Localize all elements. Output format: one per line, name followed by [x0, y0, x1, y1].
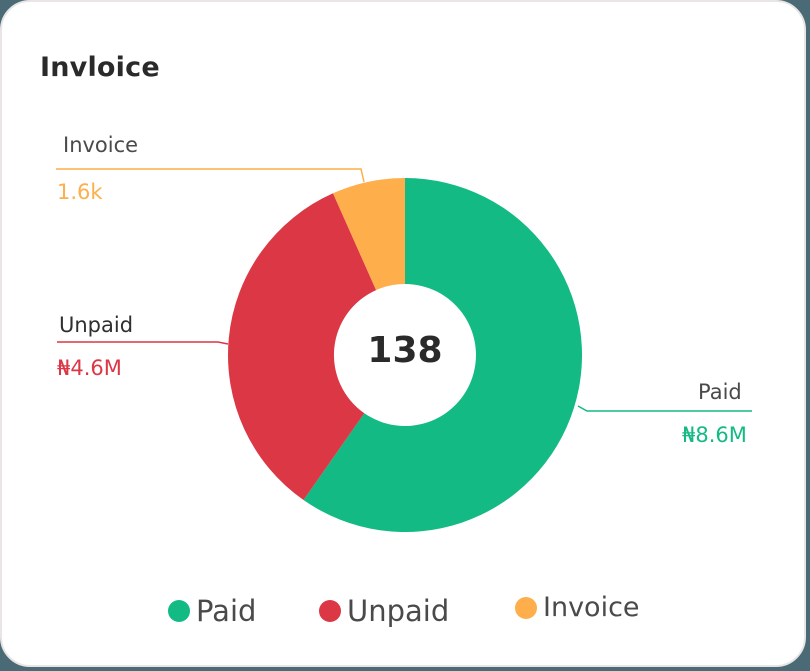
callout-paid-value: ₦8.6M	[682, 423, 747, 447]
invoice-dot-icon	[515, 596, 537, 619]
leader-line-paid	[577, 405, 752, 412]
donut-center-total: 138	[367, 330, 443, 371]
callout-invoice-label: Invoice	[63, 133, 139, 157]
slice-paid[interactable]	[303, 178, 583, 532]
legend-item-paid[interactable]: Paid	[168, 594, 256, 628]
legend-label-paid: Paid	[196, 594, 257, 628]
leader-line-invoice	[56, 168, 365, 183]
callout-unpaid-label: Unpaid	[59, 313, 134, 337]
legend-label-invoice: Invoice	[543, 592, 640, 623]
callout-paid-label: Paid	[698, 380, 742, 404]
legend-item-invoice[interactable]: Invoice	[515, 592, 640, 623]
slice-invoice[interactable]	[333, 178, 405, 291]
leader-line-unpaid	[57, 341, 229, 345]
callout-invoice-value: 1.6k	[57, 180, 103, 204]
legend-item-unpaid[interactable]: Unpaid	[319, 594, 449, 628]
callout-unpaid-value: ₦4.6M	[57, 356, 122, 380]
unpaid-dot-icon	[319, 600, 341, 622]
paid-dot-icon	[168, 600, 190, 622]
card-title: Invloice	[40, 52, 160, 83]
legend-label-unpaid: Unpaid	[347, 594, 450, 628]
slice-unpaid[interactable]	[228, 193, 377, 501]
